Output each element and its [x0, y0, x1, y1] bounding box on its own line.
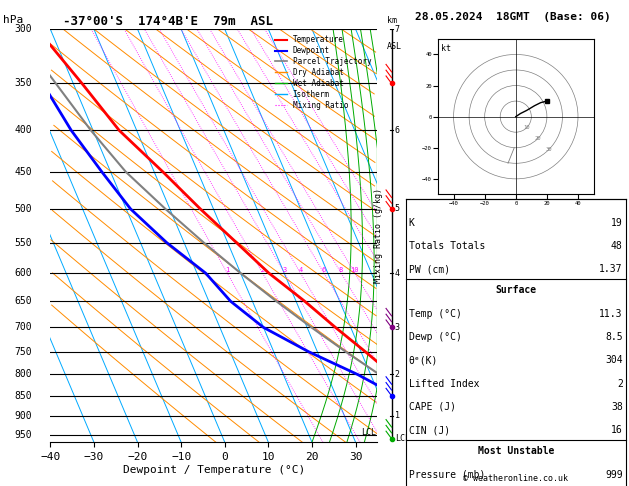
Text: 3: 3 — [395, 323, 400, 332]
Text: 7: 7 — [395, 25, 400, 34]
Text: 999: 999 — [605, 469, 623, 480]
Text: 650: 650 — [14, 296, 32, 306]
Text: CIN (J): CIN (J) — [409, 425, 450, 435]
Text: 30: 30 — [545, 147, 552, 152]
Text: 3: 3 — [282, 267, 286, 273]
Text: 8.5: 8.5 — [605, 332, 623, 342]
Text: 11.3: 11.3 — [599, 309, 623, 318]
Text: 48: 48 — [611, 241, 623, 251]
Text: 800: 800 — [14, 369, 32, 380]
Text: θᵉ(K): θᵉ(K) — [409, 355, 438, 365]
Text: 750: 750 — [14, 347, 32, 357]
Text: PW (cm): PW (cm) — [409, 264, 450, 274]
Text: Temp (°C): Temp (°C) — [409, 309, 462, 318]
Text: 10: 10 — [523, 125, 530, 130]
Text: 550: 550 — [14, 238, 32, 247]
Text: km: km — [387, 16, 397, 25]
X-axis label: Dewpoint / Temperature (°C): Dewpoint / Temperature (°C) — [123, 465, 305, 475]
Text: 450: 450 — [14, 167, 32, 177]
Text: 6: 6 — [395, 126, 400, 135]
Text: CAPE (J): CAPE (J) — [409, 402, 456, 412]
Text: hPa: hPa — [3, 15, 23, 25]
Text: 16: 16 — [611, 425, 623, 435]
Text: -37°00'S  174°4B'E  79m  ASL: -37°00'S 174°4B'E 79m ASL — [63, 15, 273, 28]
Text: Mixing Ratio (g/kg): Mixing Ratio (g/kg) — [374, 188, 383, 283]
Text: 19: 19 — [611, 218, 623, 227]
Text: 28.05.2024  18GMT  (Base: 06): 28.05.2024 18GMT (Base: 06) — [415, 12, 611, 22]
Text: K: K — [409, 218, 415, 227]
Text: 350: 350 — [14, 78, 32, 88]
Text: kt: kt — [441, 44, 451, 52]
Text: 500: 500 — [14, 204, 32, 214]
Text: © weatheronline.co.uk: © weatheronline.co.uk — [464, 474, 568, 483]
Text: Pressure (mb): Pressure (mb) — [409, 469, 485, 480]
Text: 4: 4 — [395, 269, 400, 278]
Text: 5: 5 — [395, 205, 400, 213]
Text: 20: 20 — [535, 136, 541, 141]
Text: Surface: Surface — [495, 285, 537, 295]
Text: ASL: ASL — [387, 42, 402, 51]
Text: 1: 1 — [225, 267, 229, 273]
Text: 700: 700 — [14, 322, 32, 332]
Text: 900: 900 — [14, 411, 32, 421]
Text: Most Unstable: Most Unstable — [477, 446, 554, 456]
Text: 1: 1 — [395, 411, 400, 420]
Text: 400: 400 — [14, 125, 32, 136]
Text: Lifted Index: Lifted Index — [409, 379, 479, 388]
Text: 1.37: 1.37 — [599, 264, 623, 274]
Text: 300: 300 — [14, 24, 32, 34]
Legend: Temperature, Dewpoint, Parcel Trajectory, Dry Adiabat, Wet Adiabat, Isotherm, Mi: Temperature, Dewpoint, Parcel Trajectory… — [273, 33, 374, 112]
Text: 2: 2 — [617, 379, 623, 388]
Text: LCL: LCL — [361, 428, 376, 437]
Text: 38: 38 — [611, 402, 623, 412]
Text: 950: 950 — [14, 430, 32, 440]
Text: LCL: LCL — [395, 434, 410, 443]
Text: Dewp (°C): Dewp (°C) — [409, 332, 462, 342]
Text: 850: 850 — [14, 391, 32, 401]
Text: 8: 8 — [339, 267, 343, 273]
Text: 4: 4 — [298, 267, 303, 273]
Text: 2: 2 — [260, 267, 265, 273]
Text: Totals Totals: Totals Totals — [409, 241, 485, 251]
Text: 6: 6 — [321, 267, 326, 273]
Text: 304: 304 — [605, 355, 623, 365]
Text: 600: 600 — [14, 268, 32, 278]
Text: 2: 2 — [395, 370, 400, 379]
Text: 10: 10 — [350, 267, 359, 273]
